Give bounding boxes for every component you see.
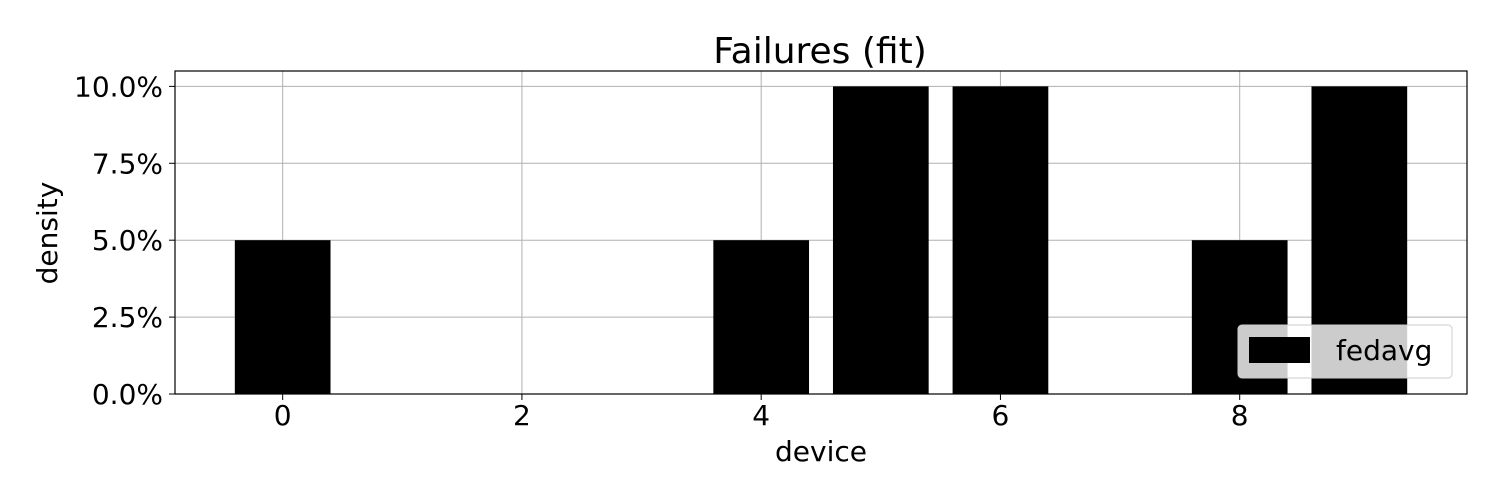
y-tick-label-0: 0.0% — [92, 378, 163, 411]
x-tick-label-2: 4 — [752, 399, 770, 432]
legend: fedavg — [1237, 324, 1453, 379]
x-tick-label-3: 6 — [992, 399, 1010, 432]
legend-swatch-fedavg — [1249, 337, 1310, 363]
plot-frame — [174, 70, 1468, 395]
legend-label-fedavg: fedavg — [1336, 334, 1432, 367]
axis-ticks: 0 2 4 6 8 0.0% 2.5% 5.0% 7.5% 10.0% — [74, 70, 1249, 432]
y-tick-label-4: 10.0% — [74, 70, 163, 103]
chart-title: Failures (fit) — [713, 31, 927, 72]
x-tick-label-0: 0 — [274, 399, 292, 432]
y-tick-label-3: 7.5% — [92, 147, 163, 180]
bar-device-6 — [952, 86, 1049, 394]
x-tick-label-1: 2 — [513, 399, 531, 432]
y-tick-label-2: 5.0% — [92, 224, 163, 257]
y-tick-label-1: 2.5% — [92, 301, 163, 334]
x-tick-label-4: 8 — [1231, 399, 1249, 432]
bar-device-4 — [713, 240, 810, 394]
bar-device-0 — [234, 240, 331, 394]
bar-device-5 — [832, 86, 929, 394]
y-axis-label: density — [31, 182, 64, 285]
x-axis-label: device — [775, 435, 867, 468]
